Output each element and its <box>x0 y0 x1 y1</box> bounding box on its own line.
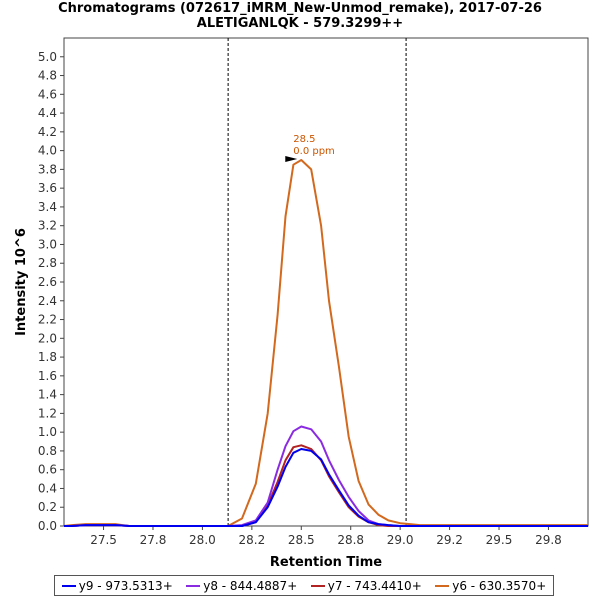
y-tick-label: 0.2 <box>38 500 57 514</box>
y-tick-label: 4.6 <box>38 87 57 101</box>
x-tick-label: 29.2 <box>436 533 463 547</box>
y-tick-label: 3.6 <box>38 181 57 195</box>
y-tick-label: 3.4 <box>38 200 57 214</box>
x-tick-label: 27.8 <box>140 533 167 547</box>
chart-subtitle: ALETIGANLQK - 579.3299++ <box>196 16 404 31</box>
x-tick-label: 28.2 <box>238 533 265 547</box>
y-tick-label: 2.8 <box>38 256 57 270</box>
y-tick-label: 4.8 <box>38 69 57 83</box>
y-tick-label: 1.2 <box>38 406 57 420</box>
legend-swatch <box>61 584 76 587</box>
legend-swatch <box>435 584 450 587</box>
peak-annotation-ppm: 0.0 ppm <box>293 146 335 157</box>
y-tick-label: 3.0 <box>38 237 57 251</box>
y-tick-label: 3.8 <box>38 162 57 176</box>
y-tick-label: 2.4 <box>38 294 57 308</box>
y-tick-label: 1.0 <box>38 425 57 439</box>
x-tick-label: 27.5 <box>90 533 117 547</box>
legend-label: y8 - 844.4887+ <box>203 578 298 593</box>
y-axis-label: Intensity 10^6 <box>14 228 29 336</box>
legend: y9 - 973.5313+ y8 - 844.4887+ y7 - 743.441… <box>54 575 554 596</box>
series-line-y7 <box>64 444 588 527</box>
legend-label: y7 - 743.4410+ <box>327 578 422 593</box>
y-tick-label: 0.0 <box>38 519 57 533</box>
chart-title: Chromatograms (072617_iMRM_New-Unmod_rem… <box>58 1 542 16</box>
y-tick-label: 0.4 <box>38 481 57 495</box>
y-tick-label: 1.4 <box>38 388 57 402</box>
x-tick-label: 29.8 <box>535 533 562 547</box>
x-tick-label: 28.8 <box>337 533 364 547</box>
peak-annotation-rt: 28.5 <box>293 134 315 145</box>
y-tick-label: 3.2 <box>38 219 57 233</box>
y-tick-label: 4.0 <box>38 144 57 158</box>
legend-swatch <box>186 584 201 587</box>
y-tick-label: 2.2 <box>38 313 57 327</box>
y-tick-label: 2.6 <box>38 275 57 289</box>
legend-item: y9 - 973.5313+ <box>61 578 173 593</box>
peak-marker-icon <box>285 156 298 162</box>
y-tick-label: 1.6 <box>38 369 57 383</box>
x-tick-label: 29.5 <box>486 533 513 547</box>
x-tick-label: 28.5 <box>288 533 315 547</box>
legend-item: y6 - 630.3570+ <box>435 579 546 593</box>
y-tick-label: 4.4 <box>38 106 57 120</box>
y-tick-label: 0.6 <box>38 463 57 477</box>
legend-label: y6 - 630.3570+ <box>452 578 547 593</box>
y-tick-label: 4.2 <box>38 125 57 139</box>
legend-item: y7 - 743.4410+ <box>310 578 422 593</box>
x-tick-label: 28.0 <box>189 533 216 547</box>
legend-swatch <box>310 584 325 587</box>
series-line-y9 <box>64 448 588 527</box>
y-tick-label: 2.0 <box>38 331 57 345</box>
x-tick-label: 29.0 <box>387 533 414 547</box>
x-axis-label: Retention Time <box>270 555 382 570</box>
y-tick-label: 0.8 <box>38 444 57 458</box>
legend-label: y9 - 973.5313+ <box>78 578 173 593</box>
legend-item: y8 - 844.4887+ <box>186 579 297 593</box>
y-tick-label: 5.0 <box>38 50 57 64</box>
series-line-y8 <box>64 425 588 527</box>
y-tick-label: 1.8 <box>38 350 57 364</box>
